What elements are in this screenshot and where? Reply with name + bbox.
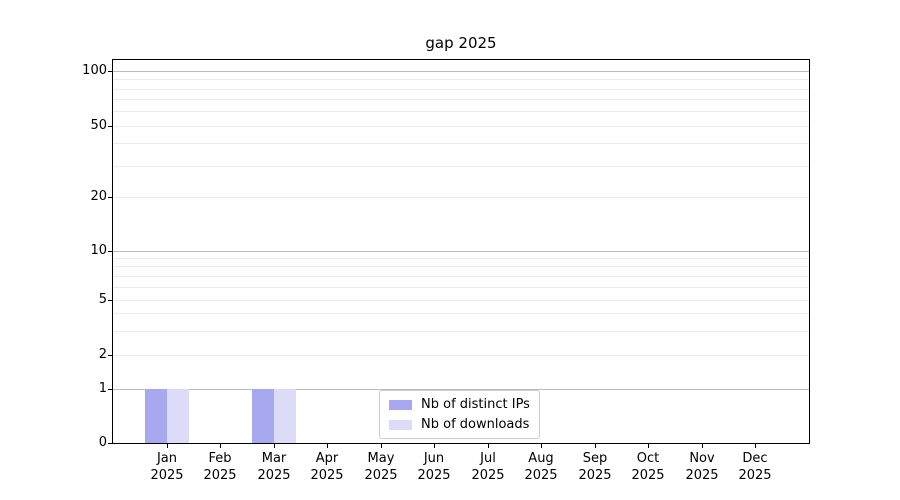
x-tick-month: Jan xyxy=(156,451,178,466)
y-tick xyxy=(108,71,112,72)
gridline-minor xyxy=(113,111,809,112)
x-tick-month: Sep xyxy=(582,451,608,466)
gridline-minor xyxy=(113,287,809,288)
bar-downloads-mar xyxy=(274,389,296,443)
x-tick-label-aug: Aug 2025 xyxy=(509,450,573,484)
x-tick-label-mar: Mar 2025 xyxy=(242,450,306,484)
y-tick xyxy=(108,443,112,444)
legend-label-distinct-ips: Nb of distinct IPs xyxy=(421,397,530,412)
y-tick xyxy=(108,389,112,390)
x-tick xyxy=(541,444,542,448)
x-tick-label-apr: Apr 2025 xyxy=(295,450,359,484)
gridline-minor xyxy=(113,166,809,167)
y-tick-label: 20 xyxy=(90,189,107,204)
y-tick xyxy=(108,300,112,301)
y-tick xyxy=(108,355,112,356)
x-tick-label-dec: Dec 2025 xyxy=(723,450,787,484)
x-tick-month: Nov xyxy=(689,451,715,466)
x-tick-month: Jul xyxy=(480,451,496,466)
legend-label-downloads: Nb of downloads xyxy=(421,417,530,432)
x-tick-label-oct: Oct 2025 xyxy=(616,450,680,484)
gridline-minor xyxy=(113,355,809,356)
x-tick-year: 2025 xyxy=(524,468,558,483)
x-tick-month: Aug xyxy=(528,451,554,466)
y-tick-label: 50 xyxy=(90,118,107,133)
legend: Nb of distinct IPs Nb of downloads xyxy=(379,390,540,439)
x-tick xyxy=(274,444,275,448)
gridline-minor xyxy=(113,313,809,314)
x-tick-year: 2025 xyxy=(310,468,344,483)
gridline-minor xyxy=(113,126,809,127)
x-tick-year: 2025 xyxy=(578,468,612,483)
gridline-minor xyxy=(113,79,809,80)
gridline-minor xyxy=(113,331,809,332)
x-tick-label-may: May 2025 xyxy=(349,450,413,484)
x-tick-year: 2025 xyxy=(471,468,505,483)
x-tick-label-jul: Jul 2025 xyxy=(456,450,520,484)
x-tick-year: 2025 xyxy=(631,468,665,483)
x-tick-label-feb: Feb 2025 xyxy=(188,450,252,484)
x-tick xyxy=(488,444,489,448)
x-tick xyxy=(220,444,221,448)
gridline-major xyxy=(113,71,809,72)
x-tick-year: 2025 xyxy=(257,468,291,483)
x-tick-year: 2025 xyxy=(417,468,451,483)
x-tick-label-jun: Jun 2025 xyxy=(402,450,466,484)
legend-swatch-distinct-ips xyxy=(389,399,412,410)
bar-downloads-jan xyxy=(167,389,189,443)
x-tick-year: 2025 xyxy=(203,468,237,483)
plot-area: Nb of distinct IPs Nb of downloads xyxy=(112,59,810,444)
x-tick xyxy=(167,444,168,448)
x-tick xyxy=(702,444,703,448)
x-tick-year: 2025 xyxy=(364,468,398,483)
x-tick-label-jan: Jan 2025 xyxy=(135,450,199,484)
x-tick-label-sep: Sep 2025 xyxy=(563,450,627,484)
x-tick-month: Apr xyxy=(315,451,339,466)
y-tick xyxy=(108,251,112,252)
x-tick-month: Mar xyxy=(261,451,287,466)
gridline-major xyxy=(113,251,809,252)
chart-title: gap 2025 xyxy=(425,34,497,52)
x-tick-month: Dec xyxy=(742,451,768,466)
y-tick-label: 5 xyxy=(98,292,107,307)
legend-item-downloads: Nb of downloads xyxy=(389,416,530,433)
x-tick xyxy=(595,444,596,448)
y-tick-label: 0 xyxy=(98,435,107,450)
bar-distinct-ips-mar xyxy=(252,389,274,443)
gridline-major xyxy=(113,389,809,390)
gridline-minor xyxy=(113,266,809,267)
x-tick xyxy=(327,444,328,448)
x-tick-year: 2025 xyxy=(738,468,772,483)
x-tick xyxy=(381,444,382,448)
x-tick-label-nov: Nov 2025 xyxy=(670,450,734,484)
x-tick-year: 2025 xyxy=(685,468,719,483)
x-tick-month: May xyxy=(367,451,395,466)
y-tick-label: 10 xyxy=(90,243,107,258)
x-tick-month: Jun xyxy=(423,451,445,466)
y-tick-label: 100 xyxy=(82,63,107,78)
gridline-minor xyxy=(113,197,809,198)
y-tick xyxy=(108,197,112,198)
gridline-minor xyxy=(113,99,809,100)
y-tick-label: 1 xyxy=(98,381,107,396)
x-tick-year: 2025 xyxy=(150,468,184,483)
x-tick xyxy=(648,444,649,448)
x-tick xyxy=(755,444,756,448)
y-tick xyxy=(108,126,112,127)
gridline-minor xyxy=(113,300,809,301)
legend-item-distinct-ips: Nb of distinct IPs xyxy=(389,396,530,413)
x-tick-month: Feb xyxy=(208,451,232,466)
bar-distinct-ips-jan xyxy=(145,389,167,443)
legend-swatch-downloads xyxy=(389,419,412,430)
x-tick xyxy=(434,444,435,448)
x-tick-month: Oct xyxy=(636,451,660,466)
gridline-minor xyxy=(113,89,809,90)
gridline-minor xyxy=(113,258,809,259)
gridline-minor xyxy=(113,143,809,144)
gridline-minor xyxy=(113,276,809,277)
y-tick-label: 2 xyxy=(98,347,107,362)
